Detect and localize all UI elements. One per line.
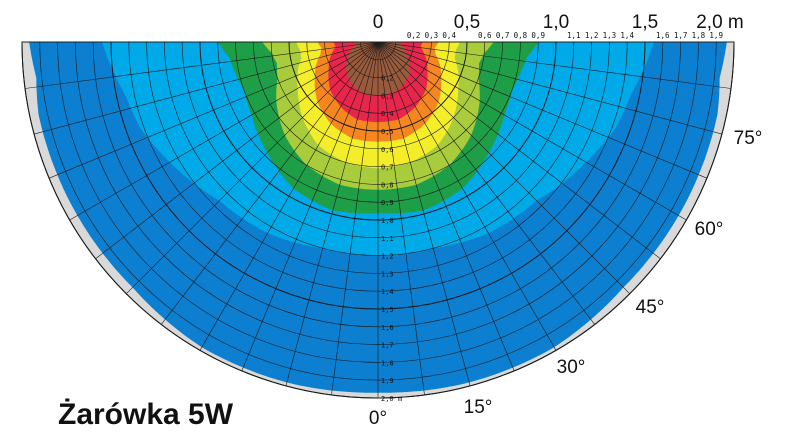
top-axis-label: 1,0 <box>543 12 569 33</box>
top-axis-small-label: 1,9 <box>709 31 723 40</box>
ring-label: 0,6 <box>381 146 394 154</box>
ring-label: 1,7 <box>381 342 394 350</box>
top-axis-small-label: 1,3 <box>603 31 617 40</box>
top-axis-small-label: 1,4 <box>620 31 634 40</box>
grid-radial-line <box>331 41 379 396</box>
grid-radial-line <box>377 41 630 294</box>
chart-labels: 0 0,5 1,0 1,5 2,0 m0,2 0,3 0,4 0,6 0,7 0,8 0,9 1,1 1… <box>369 12 762 429</box>
ring-label: 0,3 <box>381 92 394 100</box>
top-axis-small-label: 0,4 <box>442 31 456 40</box>
angle-label: 30° <box>557 357 586 378</box>
grid-radial-line <box>377 41 515 372</box>
ring-label: 1,2 <box>381 253 394 261</box>
angle-label: 75° <box>734 128 763 149</box>
ring-label: 1,5 <box>381 306 394 314</box>
grid-radial-line <box>377 41 595 325</box>
grid-radial-line <box>285 41 379 386</box>
top-axis-small-label: 1,8 <box>692 31 706 40</box>
top-axis-label: 1,5 <box>632 12 658 33</box>
top-axis-small-label: 0,7 <box>496 31 510 40</box>
grid-radial-line <box>241 41 379 372</box>
top-axis-small-label: 0,8 <box>514 31 528 40</box>
ring-label: 0,7 <box>381 164 394 172</box>
grid-radial-line <box>69 41 379 221</box>
top-axis-small-label: 1,6 <box>656 31 670 40</box>
ring-label: 1,9 <box>381 377 394 385</box>
ring-label: 1,8 <box>381 359 394 367</box>
grid-radial-line <box>24 41 379 89</box>
ring-label: 0,9 <box>381 199 394 207</box>
ring-label: 1,4 <box>381 288 394 296</box>
top-axis-small-label: 0,2 <box>407 31 421 40</box>
grid-radial-line <box>377 41 425 396</box>
grid-radial-line <box>377 41 471 386</box>
polar-grid <box>21 41 735 399</box>
grid-radial-line <box>95 41 379 259</box>
grid-radial-line <box>377 41 557 351</box>
ring-label: 0,8 <box>381 181 394 189</box>
grid-radial-line <box>48 41 379 179</box>
top-axis-label: 0,5 <box>454 12 480 33</box>
top-axis-small-label: 1,1 <box>567 31 581 40</box>
ring-label: 0,4 <box>381 110 394 118</box>
top-axis-small-label: 1,7 <box>674 31 688 40</box>
grid-radial-line <box>377 41 708 179</box>
top-axis-small-label: 0,9 <box>531 31 545 40</box>
grid-radial-line <box>377 41 722 135</box>
top-axis-small-label: 0,3 <box>425 31 439 40</box>
ring-label: 2,0 m <box>381 395 402 403</box>
top-axis-label: 0 <box>373 12 384 33</box>
ring-label: 1,6 <box>381 324 394 332</box>
top-axis-small-label: 0,6 <box>478 31 492 40</box>
grid-radial-line <box>377 41 661 259</box>
grid-radial-line <box>199 41 379 351</box>
grid-radial-line <box>34 41 379 135</box>
top-axis-small-label: 1,2 <box>585 31 599 40</box>
angle-label: 0° <box>369 408 387 429</box>
angle-label: 15° <box>464 397 493 418</box>
ring-label: 0,5 <box>381 128 394 136</box>
grid-radial-line <box>377 41 687 221</box>
ring-label: 1,3 <box>381 270 394 278</box>
ring-label: 1,1 <box>381 235 394 243</box>
angle-label: 60° <box>695 219 724 240</box>
top-axis-label: 2,0 m <box>696 12 744 33</box>
ring-label: 0,2 <box>381 75 394 83</box>
angle-label: 45° <box>636 297 665 318</box>
grid-radial-line <box>377 41 732 89</box>
chart-title: Żarówka 5W <box>58 398 234 431</box>
grid-radial-line <box>126 41 379 294</box>
ring-label: 1,0 <box>381 217 394 225</box>
grid-radial-line <box>161 41 379 325</box>
